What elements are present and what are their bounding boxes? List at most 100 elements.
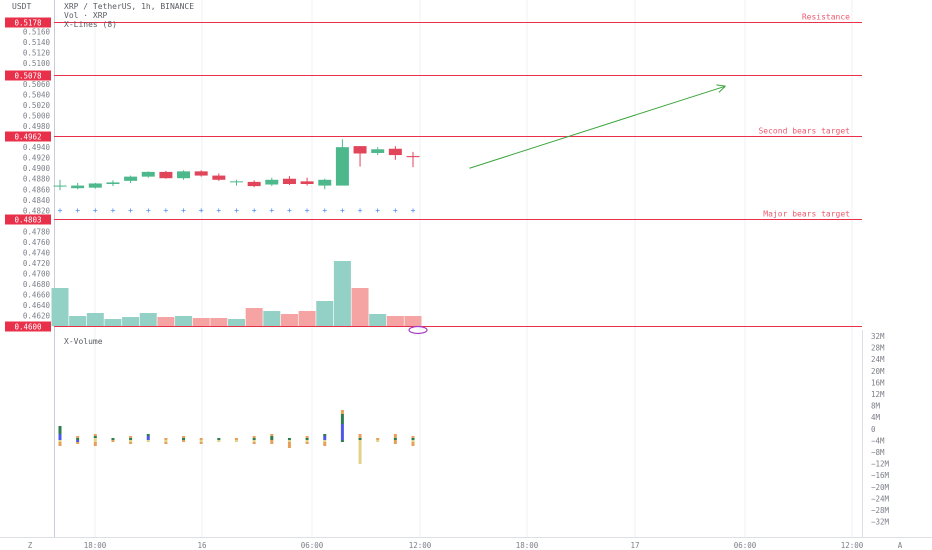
time-tick: 16 [197,541,207,550]
price-tick: 0.4980 [23,122,51,131]
volume-subtitle: Vol · XRP [64,11,108,20]
candle-body [53,185,67,187]
x-line-marker: + [111,206,116,215]
x-volume-segment [287,438,291,440]
level-price-value: 0.4600 [14,323,42,332]
x-volume-segment [199,442,203,444]
x-volume-tick: −24M [871,494,890,503]
x-volume-segment [340,424,344,440]
chart-title: XRP / TetherUS, 1h, BINANCE [64,2,194,11]
x-line-marker: + [269,206,274,215]
x-line-marker: + [411,206,416,215]
x-volume-tick: 24M [871,355,885,364]
level-price-tag [5,214,51,225]
level-label: Major bears target [763,210,850,219]
candle-body [371,149,385,153]
x-volume-segment [323,440,327,442]
x-volume-segment [393,438,397,440]
x-line-marker: + [393,206,398,215]
candle-body [177,171,191,179]
x-line-marker: + [305,206,310,215]
price-tick: 0.4640 [23,301,51,310]
x-volume-segment [411,436,415,438]
x-volume-segment [111,438,115,440]
x-volume-segment [217,438,221,440]
levels: 0.5178 Resistance 0.5078 0.4962 Second bears… [5,13,862,332]
x-line-marker: + [287,206,292,215]
volume-bar [69,316,87,326]
volume-bar [245,308,263,326]
x-line-marker: + [358,206,363,215]
indicator-label: X-Lines (8) [64,20,117,29]
price-tick: 0.4840 [23,196,51,205]
price-tick: 0.5020 [23,101,51,110]
time-tick: 12:00 [841,541,864,550]
x-line-marker: + [146,206,151,215]
price-axis[interactable]: 0.51600.51400.51200.51000.50600.50400.50… [23,27,51,320]
arrow-head [718,85,726,93]
x-volume-segment [305,442,309,444]
x-volume-segment [58,426,62,434]
candle-body [265,179,279,185]
x-volume-segment [182,436,186,438]
x-volume-segment [93,440,97,442]
price-tick: 0.4940 [23,143,51,152]
time-axis[interactable]: 18:00 16 06:00 12:00 18:00 17 06:00 12:00 Z A [28,541,903,550]
x-volume-segment [252,438,256,440]
x-volume-segment [235,440,238,442]
price-tick: 0.4620 [23,311,51,320]
x-volume-segment [199,440,203,442]
volume-bar [175,316,193,326]
x-volume-tick: 4M [871,413,881,422]
volume-bar [298,311,316,326]
x-volume-segment [252,436,256,438]
price-tick: 0.4740 [23,248,51,257]
x-volume-segment [340,414,344,424]
x-volume-segment [146,436,150,440]
price-tick: 0.4880 [23,175,51,184]
scale-marker: A [898,541,903,550]
candle-body [71,185,85,189]
x-volume-segment [393,440,397,444]
x-volume-segment [358,434,362,438]
x-volume-tick: 28M [871,344,885,353]
price-tick: 0.4720 [23,259,51,268]
level-price-tag [5,70,51,81]
x-volume-segment [217,440,221,442]
volume-bar [139,313,157,326]
candle-body [212,175,226,180]
trend-arrow[interactable] [469,84,726,169]
volume-bar [122,317,140,326]
x-volume-segment [305,438,309,440]
x-line-marker: + [340,206,345,215]
time-tick: 17 [630,541,639,550]
x-volume-axis: 32M 28M 24M 20M 16M 12M 8M 4M 0 −4M −8M −12M −16M −20… [871,332,890,527]
x-volume-segment [93,442,97,446]
x-volume-segment [58,434,62,440]
x-volume-tick: 0 [871,425,876,434]
candle-body [282,178,296,184]
candle-body [247,181,261,187]
currency-label: USDT [12,2,31,11]
price-tick: 0.5120 [23,49,51,58]
x-volume-tick: −4M [871,436,885,445]
x-volume-segment [252,440,256,442]
price-tick: 0.5000 [23,112,51,121]
x-volume-segment [199,438,203,440]
replay-marker [408,325,428,335]
price-tick: 0.4660 [23,290,51,299]
x-volume-segment [358,438,362,440]
candle-body [141,171,155,177]
level-price-tag [5,321,51,332]
x-volume-segment [164,440,168,442]
x-volume-segment [252,442,256,444]
x-volume-segment [270,434,274,436]
x-volume-segment [76,440,80,442]
volume-bar [280,314,298,326]
x-line-marker: + [216,206,221,215]
volume-bar [210,318,228,326]
x-line-marker: + [181,206,186,215]
x-volume-segment [323,442,327,446]
x-volume-segment [340,440,344,442]
